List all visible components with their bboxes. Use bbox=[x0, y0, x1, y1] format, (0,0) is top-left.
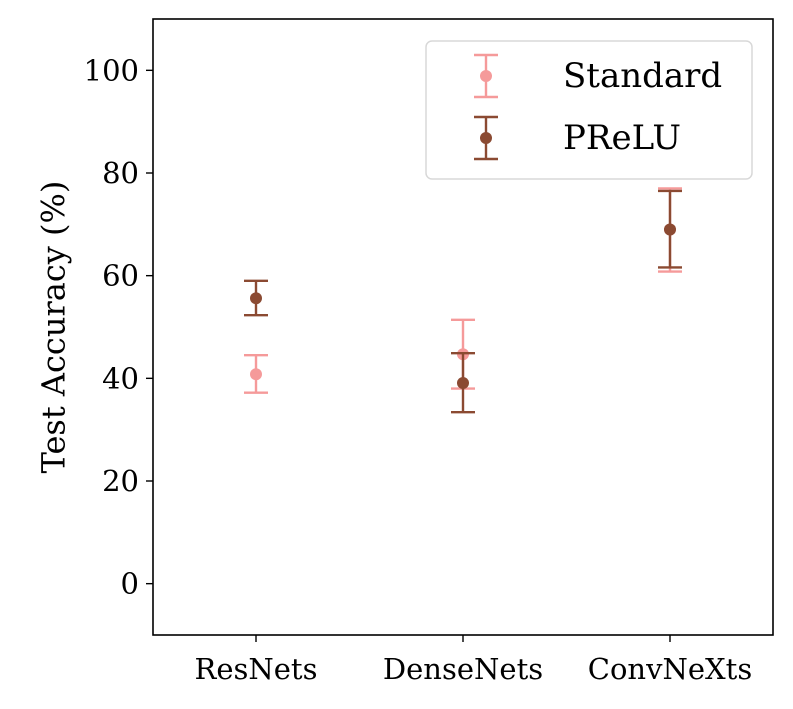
legend-label: Standard bbox=[563, 56, 722, 96]
x-tick-label: ConvNeXts bbox=[588, 652, 752, 686]
y-tick-label: 0 bbox=[121, 567, 139, 601]
series-prelu bbox=[244, 189, 682, 414]
legend-entry-prelu: PReLU bbox=[474, 115, 681, 161]
legend-label: PReLU bbox=[563, 118, 681, 158]
legend-box bbox=[425, 40, 753, 180]
x-tick-label: DenseNets bbox=[383, 652, 543, 686]
y-axis-title: Test Accuracy (%) bbox=[35, 181, 73, 474]
legend-marker-dot bbox=[480, 70, 492, 82]
x-axis: ResNets DenseNets ConvNeXts bbox=[195, 635, 752, 686]
data-point bbox=[664, 223, 676, 236]
y-tick-label: 20 bbox=[102, 464, 139, 498]
data-point bbox=[250, 292, 262, 305]
x-tick-label: ResNets bbox=[195, 652, 318, 686]
legend-marker-dot bbox=[480, 132, 492, 144]
y-tick-label: 40 bbox=[102, 361, 139, 395]
y-axis: 0 20 40 60 80 100 bbox=[84, 53, 153, 601]
data-point bbox=[250, 368, 262, 381]
legend: Standard PReLU bbox=[425, 40, 753, 180]
legend-entry-standard: Standard bbox=[474, 53, 722, 99]
y-tick-label: 100 bbox=[84, 53, 139, 87]
data-point bbox=[457, 376, 469, 389]
plot-marks bbox=[244, 187, 682, 414]
y-tick-label: 60 bbox=[102, 259, 139, 293]
y-tick-label: 80 bbox=[102, 156, 139, 190]
